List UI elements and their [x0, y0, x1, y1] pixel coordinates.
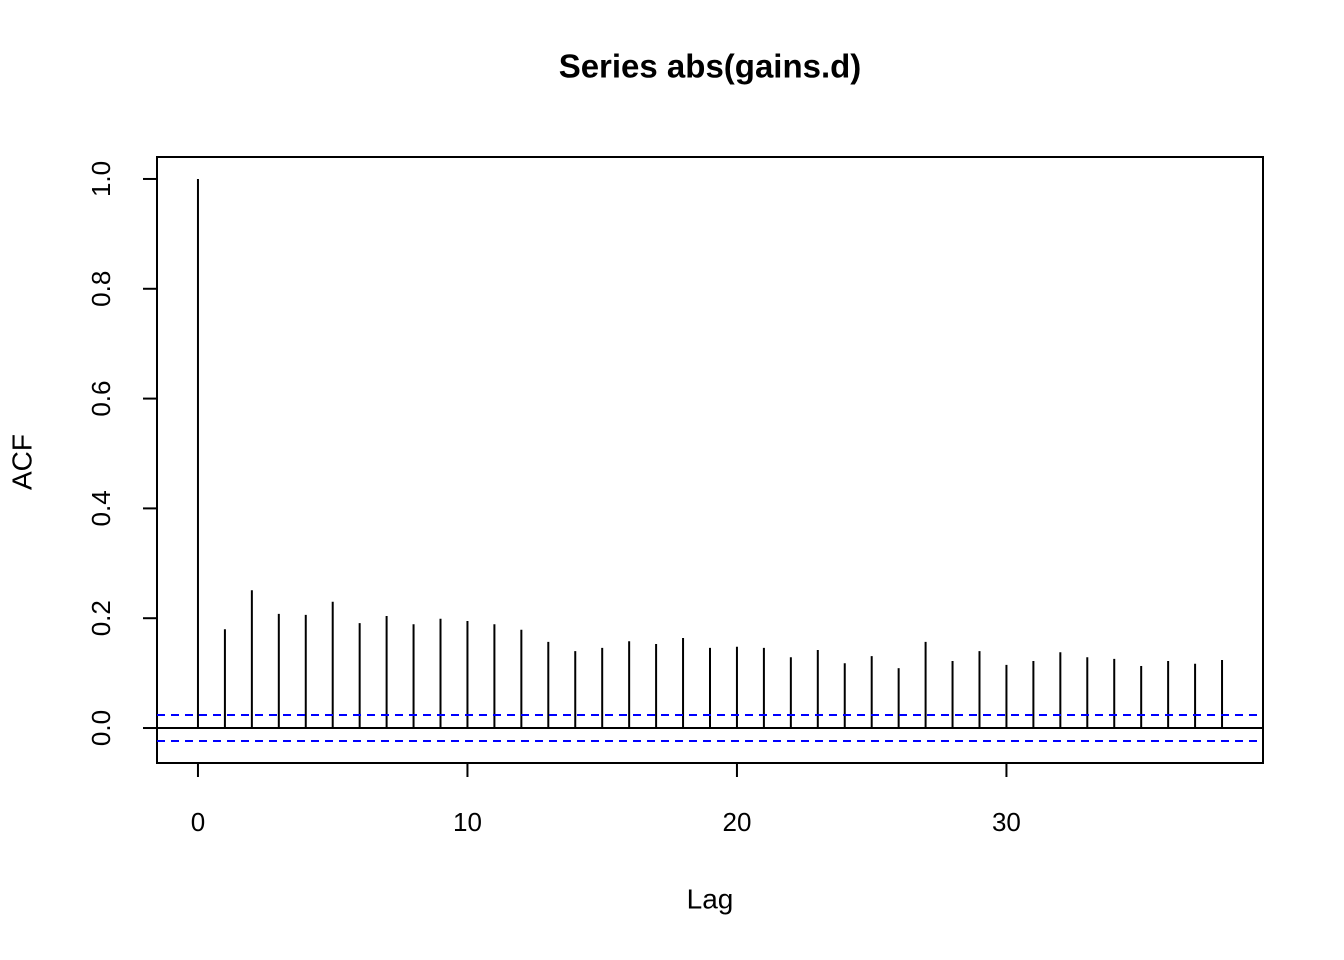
- x-tick-label: 30: [992, 807, 1021, 837]
- y-tick-label: 0.6: [86, 381, 116, 417]
- y-tick-label: 1.0: [86, 161, 116, 197]
- x-tick-label: 0: [191, 807, 205, 837]
- y-axis-label: ACF: [6, 434, 37, 490]
- x-tick-label: 10: [453, 807, 482, 837]
- chart-title: Series abs(gains.d): [559, 48, 862, 85]
- x-axis-label: Lag: [687, 883, 734, 914]
- y-tick-label: 0.8: [86, 271, 116, 307]
- y-tick-label: 0.0: [86, 710, 116, 746]
- y-tick-label: 0.2: [86, 600, 116, 636]
- plot-frame: [156, 156, 1264, 764]
- y-tick-label: 0.4: [86, 490, 116, 526]
- x-tick-label: 20: [722, 807, 751, 837]
